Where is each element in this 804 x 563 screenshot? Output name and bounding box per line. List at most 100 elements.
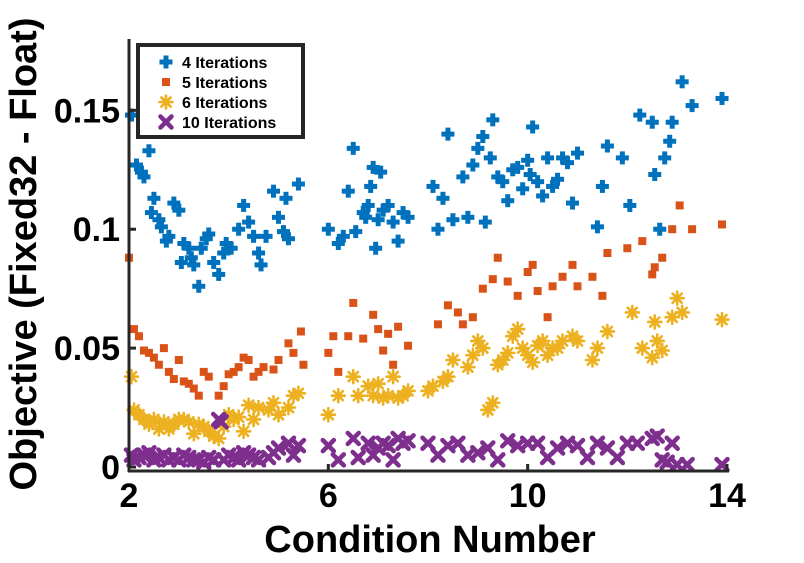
data-point (194, 241, 208, 255)
data-point (149, 353, 158, 362)
data-point (533, 287, 542, 296)
data-point (470, 333, 486, 349)
data-point (207, 256, 221, 270)
data-point (174, 356, 183, 364)
data-point (330, 452, 347, 468)
data-point (588, 272, 597, 281)
data-point (629, 435, 646, 451)
data-point (270, 406, 287, 423)
data-point (623, 198, 637, 212)
data-point (123, 368, 140, 385)
data-point (230, 409, 247, 425)
data-point (511, 160, 525, 174)
data-point (361, 198, 375, 212)
data-point (598, 291, 607, 300)
data-point (234, 363, 243, 372)
data-point (142, 144, 156, 158)
series-4 (123, 411, 730, 473)
data-point (185, 425, 202, 442)
data-point (595, 179, 609, 193)
data-point (543, 313, 552, 322)
data-point (219, 382, 228, 391)
data-point (523, 168, 537, 182)
legend-label: 5 Iterations (182, 75, 267, 92)
data-point (644, 349, 661, 366)
data-point (541, 151, 555, 165)
data-point (650, 263, 659, 272)
data-point (320, 437, 337, 454)
data-point (478, 215, 492, 229)
data-point (470, 444, 486, 461)
data-point (324, 348, 333, 357)
data-point (252, 246, 266, 260)
data-point (603, 249, 612, 257)
data-point (146, 411, 162, 428)
data-point (385, 452, 401, 468)
data-point (394, 322, 403, 331)
data-point (184, 379, 193, 388)
data-point (344, 332, 353, 341)
data-point (516, 182, 530, 196)
data-point (496, 175, 510, 189)
data-point (349, 298, 358, 307)
data-point (491, 170, 505, 184)
data-point (194, 391, 203, 400)
data-point (675, 201, 684, 210)
data-point (480, 440, 496, 456)
data-point (270, 440, 287, 456)
data-point (349, 225, 363, 239)
data-point (551, 172, 565, 186)
data-point (245, 411, 262, 428)
data-point (274, 356, 283, 364)
data-marks (123, 75, 730, 473)
data-point (658, 151, 672, 165)
data-point (488, 275, 497, 284)
data-point (478, 284, 487, 293)
data-point (147, 191, 161, 205)
data-point (152, 213, 166, 227)
data-point (385, 368, 401, 385)
data-point (499, 345, 516, 361)
data-point (381, 198, 395, 212)
data-point (369, 241, 383, 255)
data-point (369, 310, 378, 319)
y-tick-label: 0 (101, 449, 120, 487)
data-point (280, 399, 297, 416)
data-point (217, 246, 231, 260)
data-point (648, 168, 662, 182)
data-point (374, 165, 388, 179)
data-point (664, 435, 680, 451)
data-point (321, 222, 335, 236)
data-point (450, 435, 466, 451)
data-point (285, 447, 302, 463)
data-point (569, 333, 586, 349)
data-point (443, 301, 452, 310)
data-point (169, 375, 178, 384)
data-point (269, 365, 278, 374)
data-point (371, 213, 385, 227)
data-point (453, 308, 462, 317)
data-point (490, 452, 506, 468)
data-point (370, 375, 386, 392)
data-point (244, 356, 253, 364)
data-point (483, 151, 497, 165)
x-tick-label: 6 (319, 477, 338, 515)
data-point (523, 268, 532, 277)
data-point (144, 206, 158, 220)
data-point (561, 156, 575, 170)
data-point (426, 179, 440, 193)
data-point (584, 352, 601, 368)
y-tick-label: 0.15 (54, 92, 120, 130)
y-tick-label: 0.05 (54, 330, 120, 368)
x-axis-label: Condition Number (264, 519, 596, 561)
data-point (360, 435, 376, 451)
data-point (379, 346, 388, 355)
data-point (259, 363, 268, 372)
data-point (633, 108, 647, 122)
data-point (267, 184, 281, 198)
data-point (499, 433, 516, 449)
data-point (654, 342, 671, 359)
data-point (364, 179, 378, 193)
data-point (571, 146, 584, 160)
